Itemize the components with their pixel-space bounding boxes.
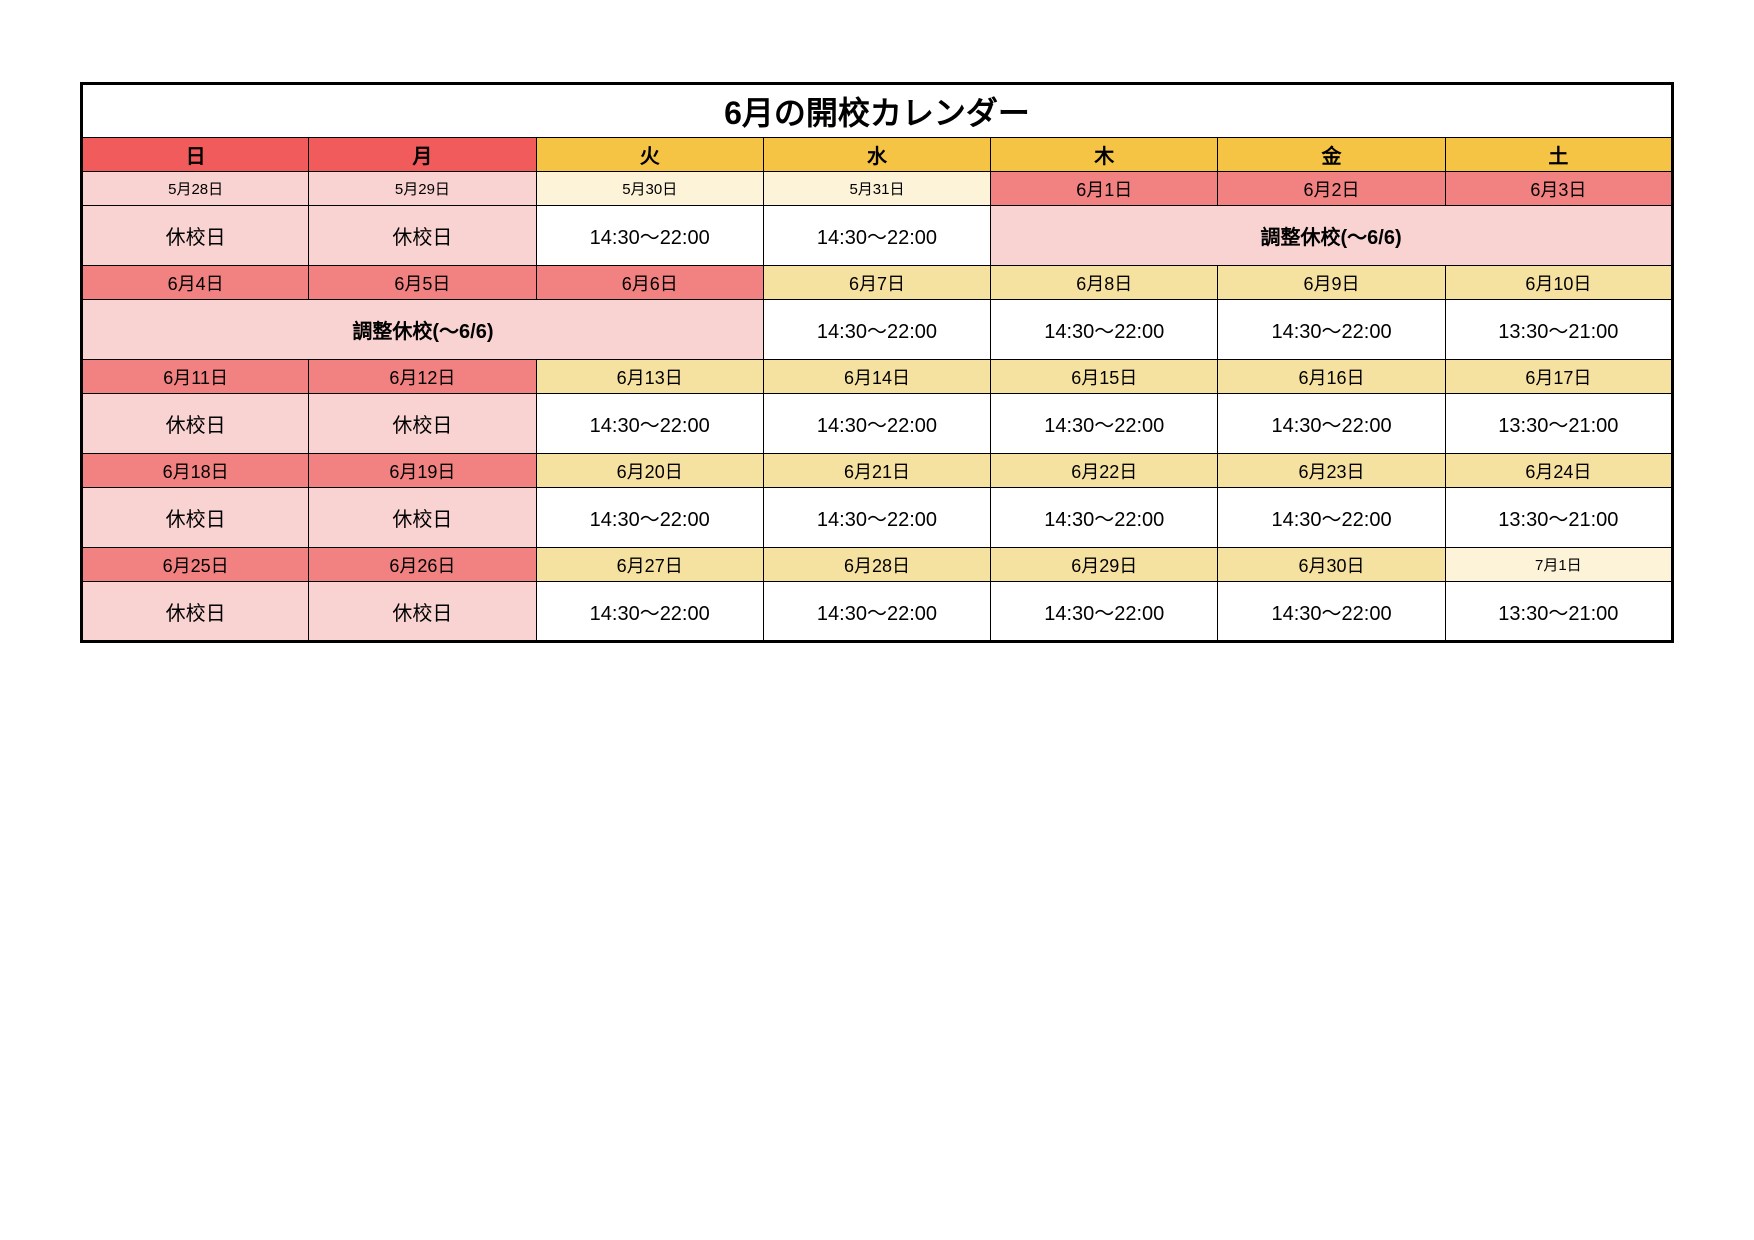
content-cell: 休校日 [82,488,309,548]
date-cell: 6月1日 [991,172,1218,206]
content-cell: 14:30～22:00 [1218,582,1445,642]
content-cell: 14:30～22:00 [536,394,763,454]
date-cell: 6月11日 [82,360,309,394]
content-cell: 14:30～22:00 [991,488,1218,548]
date-cell: 6月12日 [309,360,536,394]
date-cell: 6月8日 [991,266,1218,300]
date-cell: 6月25日 [82,548,309,582]
date-cell: 7月1日 [1445,548,1672,582]
content-cell: 14:30～22:00 [536,582,763,642]
date-row-1: 6月4日6月5日6月6日6月7日6月8日6月9日6月10日 [82,266,1673,300]
content-cell: 13:30～21:00 [1445,488,1672,548]
date-cell: 6月24日 [1445,454,1672,488]
content-cell: 調整休校(～6/6) [82,300,764,360]
date-cell: 6月14日 [763,360,990,394]
date-cell: 6月26日 [309,548,536,582]
content-cell: 14:30～22:00 [1218,394,1445,454]
content-cell: 14:30～22:00 [763,206,990,266]
day-header-2: 火 [536,138,763,172]
content-cell: 13:30～21:00 [1445,300,1672,360]
title-row: 6月の開校カレンダー [82,84,1673,138]
content-row-2: 休校日休校日14:30～22:0014:30～22:0014:30～22:001… [82,394,1673,454]
content-cell: 14:30～22:00 [763,394,990,454]
date-cell: 6月27日 [536,548,763,582]
content-cell: 休校日 [309,488,536,548]
date-cell: 6月7日 [763,266,990,300]
content-cell: 13:30～21:00 [1445,582,1672,642]
day-header-1: 月 [309,138,536,172]
date-cell: 6月18日 [82,454,309,488]
date-cell: 6月6日 [536,266,763,300]
date-cell: 6月16日 [1218,360,1445,394]
date-cell: 6月21日 [763,454,990,488]
content-cell: 休校日 [82,582,309,642]
content-cell: 14:30～22:00 [991,300,1218,360]
date-row-2: 6月11日6月12日6月13日6月14日6月15日6月16日6月17日 [82,360,1673,394]
content-cell: 休校日 [82,394,309,454]
calendar-title: 6月の開校カレンダー [82,84,1673,138]
date-cell: 6月10日 [1445,266,1672,300]
date-cell: 6月28日 [763,548,990,582]
date-cell: 5月31日 [763,172,990,206]
date-cell: 6月5日 [309,266,536,300]
date-row-0: 5月28日5月29日5月30日5月31日6月1日6月2日6月3日 [82,172,1673,206]
day-header-row: 日月火水木金土 [82,138,1673,172]
content-row-0: 休校日休校日14:30～22:0014:30～22:00調整休校(～6/6) [82,206,1673,266]
date-cell: 6月4日 [82,266,309,300]
content-row-4: 休校日休校日14:30～22:0014:30～22:0014:30～22:001… [82,582,1673,642]
date-cell: 6月2日 [1218,172,1445,206]
day-header-5: 金 [1218,138,1445,172]
content-cell: 調整休校(～6/6) [991,206,1673,266]
content-cell: 14:30～22:00 [763,582,990,642]
content-cell: 14:30～22:00 [1218,300,1445,360]
content-cell: 休校日 [309,394,536,454]
date-cell: 6月23日 [1218,454,1445,488]
date-cell: 6月3日 [1445,172,1672,206]
content-cell: 14:30～22:00 [991,394,1218,454]
content-cell: 休校日 [82,206,309,266]
day-header-0: 日 [82,138,309,172]
date-cell: 6月19日 [309,454,536,488]
date-cell: 5月30日 [536,172,763,206]
date-cell: 5月29日 [309,172,536,206]
date-row-3: 6月18日6月19日6月20日6月21日6月22日6月23日6月24日 [82,454,1673,488]
content-cell: 14:30～22:00 [1218,488,1445,548]
date-cell: 6月30日 [1218,548,1445,582]
date-row-4: 6月25日6月26日6月27日6月28日6月29日6月30日7月1日 [82,548,1673,582]
content-cell: 13:30～21:00 [1445,394,1672,454]
date-cell: 6月15日 [991,360,1218,394]
date-cell: 6月13日 [536,360,763,394]
content-row-1: 調整休校(～6/6)14:30～22:0014:30～22:0014:30～22… [82,300,1673,360]
calendar-table: 6月の開校カレンダー 日月火水木金土 5月28日5月29日5月30日5月31日6… [80,82,1674,643]
date-cell: 6月29日 [991,548,1218,582]
date-cell: 5月28日 [82,172,309,206]
date-cell: 6月17日 [1445,360,1672,394]
day-header-4: 木 [991,138,1218,172]
day-header-6: 土 [1445,138,1672,172]
day-header-3: 水 [763,138,990,172]
content-cell: 14:30～22:00 [763,300,990,360]
content-cell: 14:30～22:00 [536,206,763,266]
content-cell: 休校日 [309,582,536,642]
content-row-3: 休校日休校日14:30～22:0014:30～22:0014:30～22:001… [82,488,1673,548]
content-cell: 休校日 [309,206,536,266]
date-cell: 6月22日 [991,454,1218,488]
date-cell: 6月20日 [536,454,763,488]
date-cell: 6月9日 [1218,266,1445,300]
content-cell: 14:30～22:00 [536,488,763,548]
content-cell: 14:30～22:00 [991,582,1218,642]
content-cell: 14:30～22:00 [763,488,990,548]
